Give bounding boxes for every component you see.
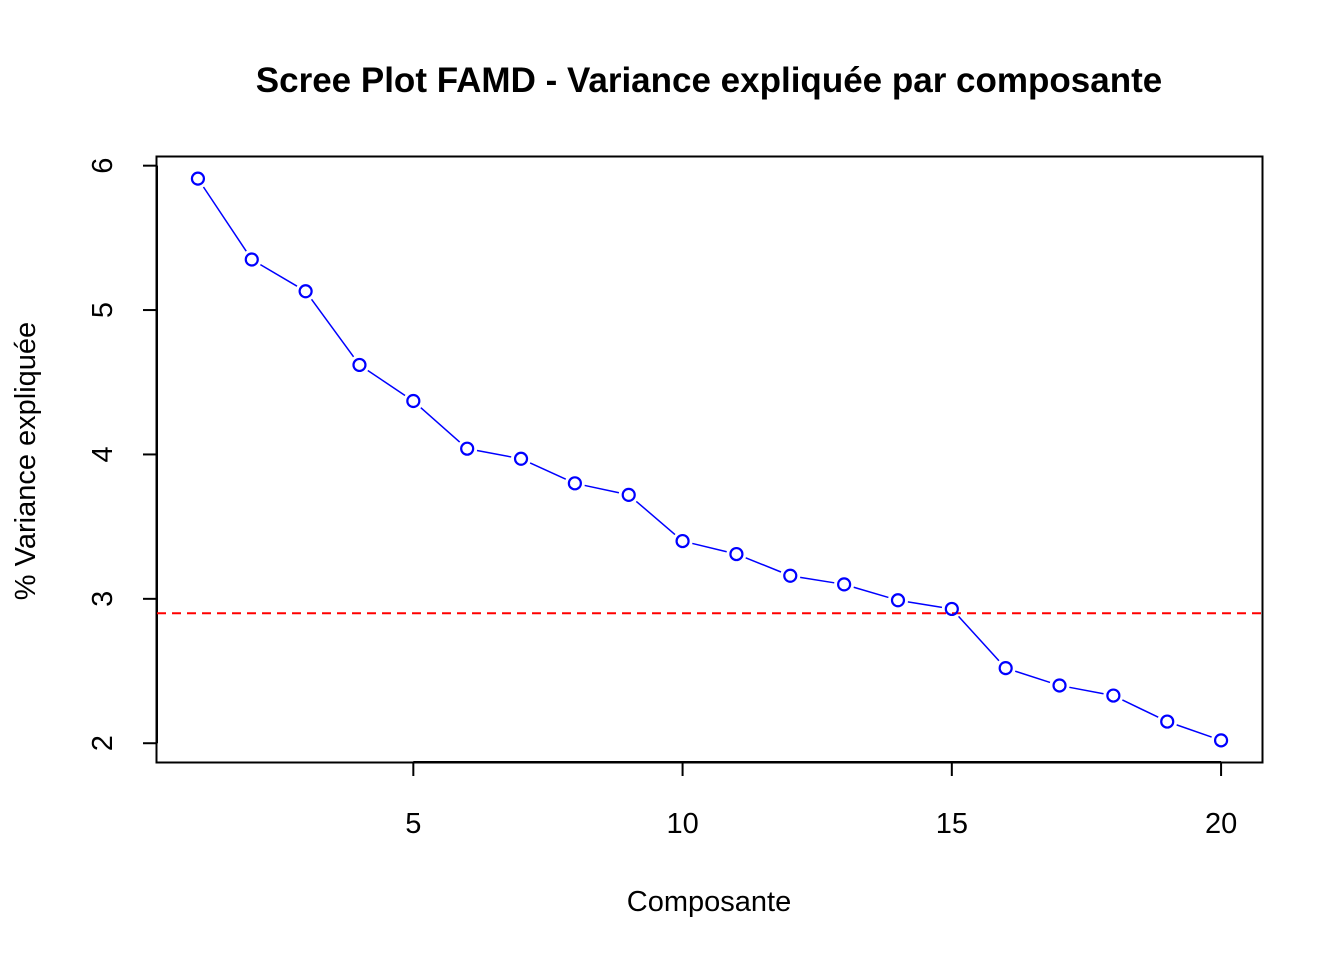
series-segment	[957, 615, 1000, 662]
data-point	[621, 487, 636, 502]
y-axis: 2 3 4 5 6	[87, 158, 158, 751]
x-tick-label: 5	[405, 808, 421, 840]
series-segment	[907, 601, 943, 609]
series-segment	[853, 586, 889, 599]
series-segment	[310, 298, 355, 358]
x-axis: 5 10 15 20	[405, 761, 1237, 840]
series-segment	[1122, 699, 1159, 718]
series-segment	[420, 407, 461, 443]
data-point	[1052, 678, 1067, 693]
data-point	[998, 661, 1013, 676]
series-segment	[1014, 670, 1051, 684]
series-segment	[529, 462, 567, 480]
x-tick-label: 10	[666, 808, 698, 840]
series-segment	[745, 557, 782, 573]
data-point	[190, 171, 206, 186]
data-point	[729, 546, 744, 562]
x-tick-label: 15	[936, 808, 968, 840]
data-point	[244, 252, 259, 267]
series-segment	[1069, 686, 1104, 695]
data-point	[944, 601, 959, 617]
y-tick-label: 4	[87, 446, 119, 462]
data-point	[890, 593, 906, 608]
x-axis-label: Composante	[627, 886, 791, 918]
data-point	[675, 533, 690, 549]
series-segment	[367, 369, 406, 397]
plot-box	[155, 155, 1264, 764]
series-segment	[1176, 724, 1212, 738]
chart-title: Scree Plot FAMD - Variance expliquée par…	[256, 61, 1162, 100]
data-point	[460, 441, 475, 456]
y-axis-label: % Variance expliquée	[10, 322, 42, 600]
series-segment	[635, 500, 676, 536]
series-segment	[800, 576, 835, 584]
series-segment	[476, 449, 512, 458]
data-point	[1213, 733, 1229, 748]
y-tick-label: 6	[87, 158, 119, 174]
series-segment	[692, 542, 727, 553]
series-layer	[190, 171, 1229, 748]
data-point	[298, 284, 313, 299]
data-point	[1160, 714, 1175, 729]
data-point	[783, 568, 798, 583]
series-segment	[202, 186, 247, 252]
y-tick-label: 5	[87, 302, 119, 318]
series-segment	[584, 484, 620, 494]
y-tick-label: 3	[87, 591, 119, 607]
data-point	[513, 451, 529, 466]
data-point	[837, 577, 852, 592]
series-segment	[260, 263, 298, 287]
y-tick-label: 2	[87, 735, 119, 751]
data-point	[352, 357, 367, 373]
x-tick-label: 20	[1205, 808, 1237, 840]
data-point	[567, 476, 582, 491]
data-point	[406, 393, 421, 409]
data-point	[1106, 688, 1121, 703]
